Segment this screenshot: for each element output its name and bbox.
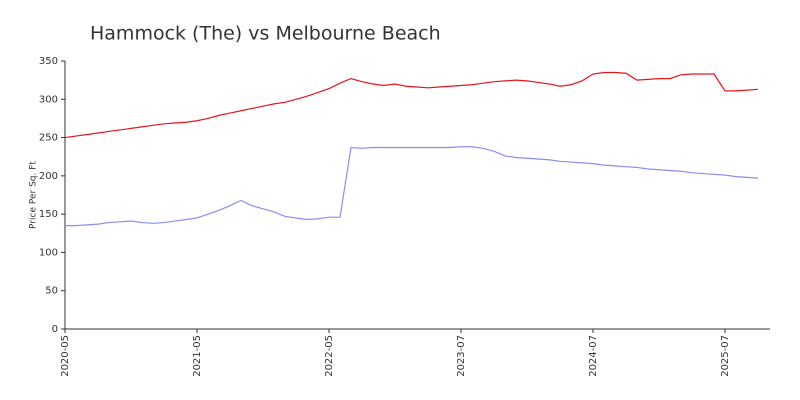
y-tick-label: 0 xyxy=(52,324,58,335)
chart-title: Hammock (The) vs Melbourne Beach xyxy=(90,23,441,45)
y-tick-label: 150 xyxy=(39,209,58,220)
x-tick-label: 2024-07 xyxy=(588,335,599,377)
y-tick-label: 100 xyxy=(39,247,58,258)
y-tick-label: 300 xyxy=(39,94,58,105)
x-tick-label: 2020-05 xyxy=(60,335,71,377)
x-tick-label: 2025-07 xyxy=(720,335,731,377)
series-line xyxy=(65,146,759,227)
x-tick-label: 2023-07 xyxy=(456,335,467,377)
y-tick-label: 250 xyxy=(39,133,58,144)
y-tick-label: 200 xyxy=(39,171,58,182)
x-tick-label: 2021-05 xyxy=(192,335,203,377)
y-axis-label: Price Per Sq. Ft xyxy=(29,161,39,229)
y-tick-label: 50 xyxy=(45,286,58,297)
y-tick-label: 350 xyxy=(39,56,58,67)
x-tick-label: 2022-05 xyxy=(324,335,335,377)
series-line xyxy=(64,71,759,139)
